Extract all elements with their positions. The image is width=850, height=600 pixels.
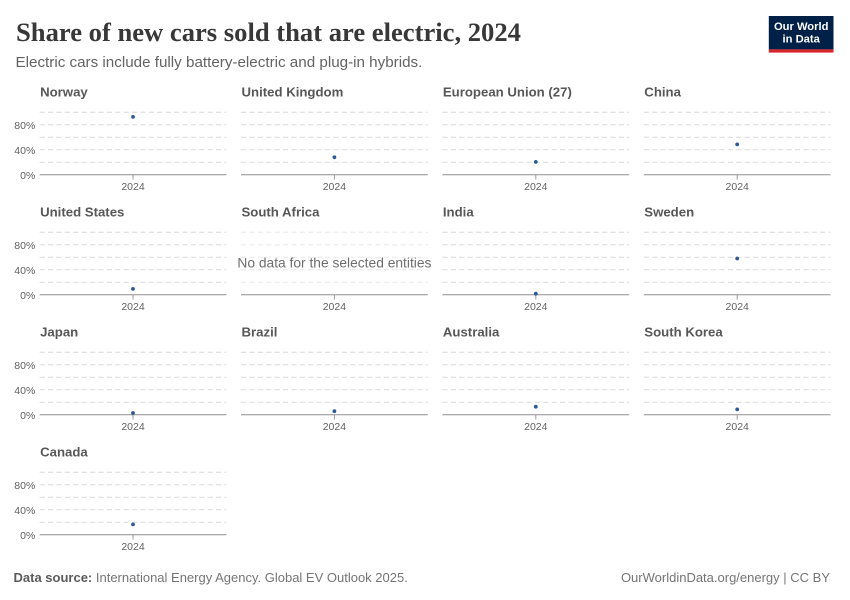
svg-text:0%: 0%: [20, 530, 35, 542]
svg-text:India: India: [443, 205, 474, 220]
svg-text:Our World: Our World: [774, 21, 829, 33]
svg-text:0%: 0%: [20, 170, 35, 182]
svg-text:40%: 40%: [14, 145, 35, 157]
svg-text:Sweden: Sweden: [644, 205, 694, 220]
svg-text:2024: 2024: [121, 421, 145, 433]
svg-text:Share of new cars sold that ar: Share of new cars sold that are electric…: [16, 17, 521, 47]
svg-text:2024: 2024: [524, 421, 548, 433]
svg-text:2024: 2024: [726, 181, 750, 193]
svg-text:40%: 40%: [14, 505, 35, 517]
svg-text:80%: 80%: [14, 360, 35, 372]
svg-text:0%: 0%: [20, 290, 35, 302]
svg-text:2024: 2024: [726, 421, 750, 433]
svg-text:Norway: Norway: [40, 85, 88, 100]
svg-text:Brazil: Brazil: [242, 325, 278, 340]
svg-text:United States: United States: [40, 205, 124, 220]
svg-text:80%: 80%: [14, 240, 35, 252]
svg-text:Canada: Canada: [40, 445, 88, 460]
svg-text:Japan: Japan: [40, 325, 78, 340]
svg-text:40%: 40%: [14, 265, 35, 277]
svg-text:in Data: in Data: [783, 33, 821, 45]
svg-text:80%: 80%: [14, 120, 35, 132]
svg-text:South Korea: South Korea: [644, 325, 723, 340]
svg-text:2024: 2024: [524, 301, 548, 313]
svg-text:80%: 80%: [14, 480, 35, 492]
svg-text:Electric cars include fully ba: Electric cars include fully battery-elec…: [16, 54, 423, 71]
svg-text:2024: 2024: [121, 181, 145, 193]
svg-text:2024: 2024: [524, 181, 548, 193]
svg-text:Australia: Australia: [443, 325, 500, 340]
svg-text:South Africa: South Africa: [242, 205, 321, 220]
svg-text:No data for the selected entit: No data for the selected entities: [237, 256, 431, 271]
svg-text:Data source: International Ene: Data source: International Energy Agency…: [14, 570, 408, 585]
svg-text:2024: 2024: [121, 301, 145, 313]
svg-text:2024: 2024: [121, 541, 145, 553]
svg-text:0%: 0%: [20, 410, 35, 422]
svg-text:2024: 2024: [323, 301, 347, 313]
svg-text:United Kingdom: United Kingdom: [242, 85, 344, 100]
svg-text:OurWorldinData.org/energy | CC: OurWorldinData.org/energy | CC BY: [621, 570, 830, 585]
svg-text:European Union (27): European Union (27): [443, 85, 572, 100]
svg-text:China: China: [644, 85, 681, 100]
svg-text:40%: 40%: [14, 385, 35, 397]
svg-text:2024: 2024: [323, 181, 347, 193]
svg-text:2024: 2024: [323, 421, 347, 433]
svg-text:2024: 2024: [726, 301, 750, 313]
